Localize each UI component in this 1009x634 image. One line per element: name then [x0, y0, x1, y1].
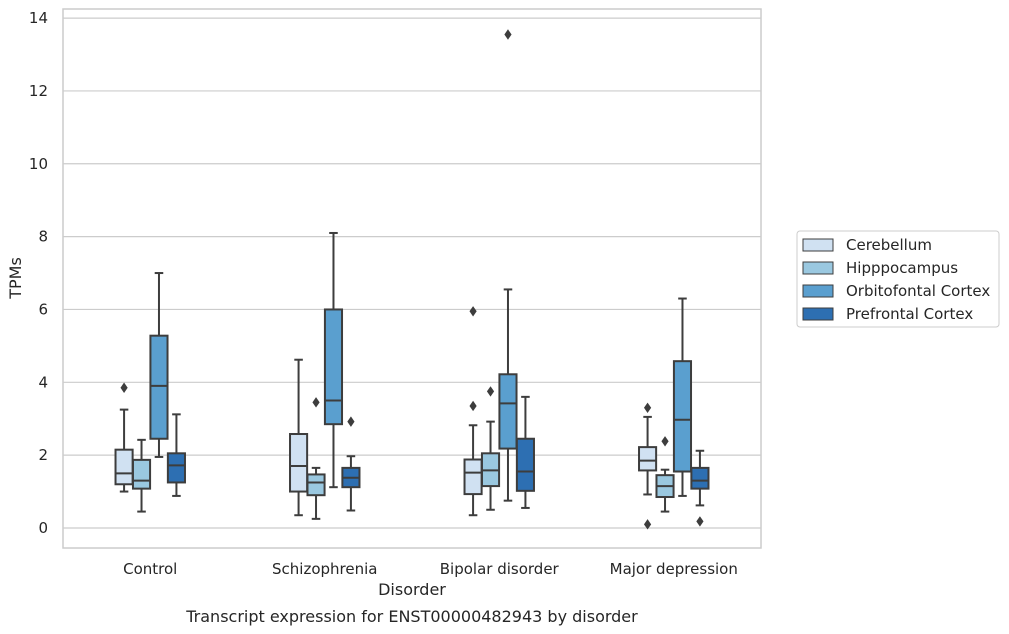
- box-iqr: [690, 466, 710, 490]
- box-group: [341, 416, 361, 512]
- legend-frame: [796, 230, 1000, 328]
- plot-area-frame: [62, 8, 762, 549]
- box-group: [515, 395, 535, 509]
- x-tick-label: Schizophrenia: [272, 560, 377, 578]
- legend-swatch: [802, 284, 834, 298]
- box-iqr: [672, 360, 693, 473]
- chart-caption: Transcript expression for ENST0000048294…: [185, 607, 638, 626]
- y-axis-title: TPMs: [6, 257, 25, 300]
- outlier-point: [312, 397, 320, 408]
- box-group: [655, 436, 675, 513]
- outlier-point: [347, 416, 355, 427]
- box-group: [114, 382, 134, 493]
- legend-label: Hipppocampus: [846, 259, 958, 277]
- box-iqr: [289, 433, 309, 493]
- box-iqr: [306, 473, 326, 497]
- box-group: [306, 397, 326, 520]
- legend-label: Cerebellum: [846, 236, 932, 254]
- box-group: [131, 438, 152, 513]
- y-tick-label: 14: [29, 9, 48, 27]
- box-iqr: [323, 308, 344, 426]
- outlier-point: [469, 400, 477, 412]
- x-axis-ticks: Control Schizophrenia Bipolar disorder Majo…: [123, 560, 738, 578]
- box-marks: [114, 29, 710, 530]
- outlier-point: [696, 516, 704, 527]
- box-iqr: [149, 334, 169, 440]
- x-tick-label: Major depression: [610, 560, 738, 578]
- box-group: [480, 386, 501, 511]
- legend: Cerebellum Hipppocampus Orbitofontal Corte…: [796, 230, 1000, 328]
- box-group: [323, 231, 344, 489]
- box-iqr: [498, 373, 518, 450]
- outlier-point: [643, 519, 652, 530]
- box-iqr: [515, 437, 535, 492]
- box-iqr: [463, 458, 483, 496]
- x-tick-label: Control: [123, 560, 177, 578]
- box-group: [149, 272, 169, 458]
- outlier-point: [120, 382, 128, 393]
- box-group: [638, 402, 658, 530]
- legend-swatch: [802, 307, 834, 321]
- y-axis-ticks: 0 2 4 6 8 10 12 14: [29, 9, 48, 537]
- y-tick-label: 0: [38, 519, 48, 537]
- box-iqr: [114, 448, 134, 486]
- box-group: [672, 297, 693, 497]
- legend-swatch: [802, 261, 834, 275]
- box-group: [289, 358, 309, 517]
- x-axis-title: Disorder: [378, 580, 446, 599]
- y-tick-label: 12: [29, 82, 48, 100]
- box-group: [690, 449, 710, 527]
- outlier-point: [486, 386, 495, 397]
- box-iqr: [131, 458, 152, 490]
- box-iqr: [166, 452, 186, 484]
- box-group: [498, 29, 518, 502]
- box-group: [166, 413, 186, 497]
- y-tick-label: 8: [38, 228, 48, 246]
- x-tick-label: Bipolar disorder: [440, 560, 560, 578]
- outlier-point: [661, 436, 669, 447]
- outlier-point: [643, 402, 652, 413]
- y-tick-label: 2: [38, 446, 48, 464]
- outlier-point: [469, 306, 477, 317]
- outlier-point: [504, 29, 512, 40]
- legend-label: Prefrontal Cortex: [846, 305, 973, 323]
- box-iqr: [638, 446, 658, 472]
- y-tick-label: 6: [38, 300, 48, 318]
- y-tick-label: 4: [38, 373, 48, 391]
- y-tick-label: 10: [29, 155, 48, 173]
- box-group: [463, 306, 483, 517]
- legend-label: Orbitofontal Cortex: [846, 282, 990, 300]
- legend-swatch: [802, 238, 834, 252]
